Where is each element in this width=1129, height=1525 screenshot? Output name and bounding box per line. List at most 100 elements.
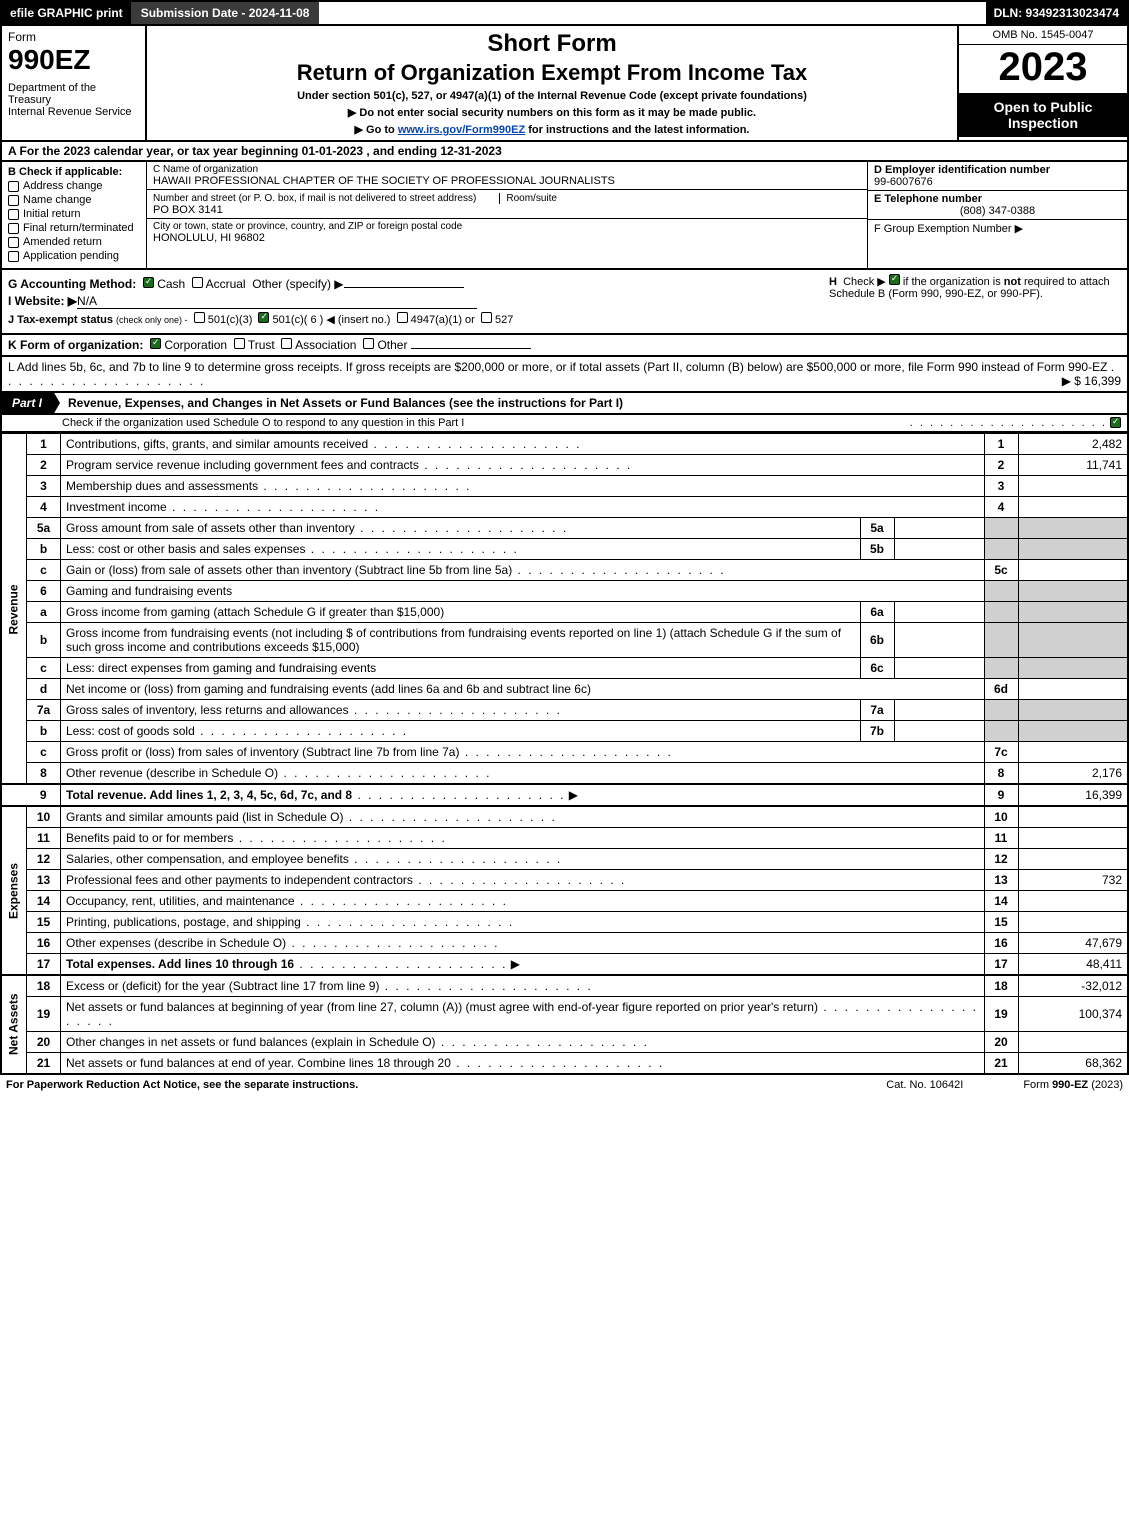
part1-header: Part I Revenue, Expenses, and Changes in… — [0, 393, 1129, 415]
shade-cell — [984, 539, 1018, 560]
col-b-checkboxes: B Check if applicable: Address change Na… — [2, 162, 147, 268]
line-value — [1018, 476, 1128, 497]
line-num: 12 — [27, 849, 61, 870]
line-num: 9 — [27, 784, 61, 806]
row-a-calendar-year: A For the 2023 calendar year, or tax yea… — [0, 142, 1129, 162]
shade-cell — [984, 658, 1018, 679]
cash-checkbox-icon[interactable] — [143, 277, 154, 288]
mid-num: 5a — [860, 518, 894, 539]
line-desc: Gross amount from sale of assets other t… — [61, 518, 861, 539]
table-row: 3Membership dues and assessments3 — [1, 476, 1128, 497]
other-org-label: Other — [377, 338, 407, 352]
irs-link[interactable]: www.irs.gov/Form990EZ — [398, 124, 525, 136]
org-name-label: C Name of organization — [153, 164, 861, 175]
527-checkbox-icon[interactable] — [481, 312, 492, 323]
cb-name-change[interactable]: Name change — [8, 194, 140, 206]
line-num: 1 — [27, 434, 61, 455]
city-value: HONOLULU, HI 96802 — [153, 232, 861, 244]
part1-sub: Check if the organization used Schedule … — [0, 415, 1129, 433]
line-desc: Grants and similar amounts paid (list in… — [61, 806, 985, 828]
part1-tag: Part I — [2, 393, 60, 413]
subtitle-goto: ▶ Go to www.irs.gov/Form990EZ for instru… — [155, 123, 949, 136]
line-rnum: 2 — [984, 455, 1018, 476]
trust-label: Trust — [248, 338, 275, 352]
cb-final-return[interactable]: Final return/terminated — [8, 222, 140, 234]
form-word: Form — [8, 30, 139, 44]
trust-checkbox-icon[interactable] — [234, 338, 245, 349]
phone-cell: E Telephone number (808) 347-0388 — [868, 191, 1127, 220]
line-value — [1018, 560, 1128, 581]
501c-checkbox-icon[interactable] — [258, 312, 269, 323]
g-label: G Accounting Method: — [8, 277, 136, 291]
line-desc: Program service revenue including govern… — [61, 455, 985, 476]
ghij-left: G Accounting Method: Cash Accrual Other … — [8, 274, 821, 329]
4947-checkbox-icon[interactable] — [397, 312, 408, 323]
501c3-label: 501(c)(3) — [208, 314, 253, 326]
cb-amended-return[interactable]: Amended return — [8, 236, 140, 248]
mid-val — [894, 623, 984, 658]
checkbox-icon — [8, 195, 19, 206]
assoc-checkbox-icon[interactable] — [281, 338, 292, 349]
line-desc: Occupancy, rent, utilities, and maintena… — [61, 891, 985, 912]
department: Department of the Treasury Internal Reve… — [8, 82, 139, 118]
mid-val — [894, 539, 984, 560]
line-rnum: 18 — [984, 975, 1018, 997]
mid-num: 7a — [860, 700, 894, 721]
mid-num: 7b — [860, 721, 894, 742]
shade-cell — [1018, 539, 1128, 560]
h-prefix: H Check ▶ — [829, 276, 889, 288]
line-rnum: 4 — [984, 497, 1018, 518]
schedule-o-checkbox-icon[interactable] — [1110, 417, 1121, 428]
cb-label: Address change — [23, 180, 103, 192]
line-value — [1018, 828, 1128, 849]
mid-num: 5b — [860, 539, 894, 560]
table-row: cLess: direct expenses from gaming and f… — [1, 658, 1128, 679]
table-row: 7aGross sales of inventory, less returns… — [1, 700, 1128, 721]
line-num: 5a — [27, 518, 61, 539]
accrual-checkbox-icon[interactable] — [192, 277, 203, 288]
shade-cell — [984, 518, 1018, 539]
page-footer: For Paperwork Reduction Act Notice, see … — [0, 1075, 1129, 1095]
k-label: K Form of organization: — [8, 338, 143, 352]
bcdef-block: B Check if applicable: Address change Na… — [0, 162, 1129, 270]
line-desc: Printing, publications, postage, and shi… — [61, 912, 985, 933]
cb-label: Final return/terminated — [23, 222, 134, 234]
line-value: 48,411 — [1018, 954, 1128, 976]
org-name-value: HAWAII PROFESSIONAL CHAPTER OF THE SOCIE… — [153, 175, 861, 187]
shade-cell — [984, 602, 1018, 623]
line-num: a — [27, 602, 61, 623]
line-desc: Membership dues and assessments — [61, 476, 985, 497]
l-amount: ▶ $ 16,399 — [1062, 374, 1121, 388]
cb-address-change[interactable]: Address change — [8, 180, 140, 192]
shade-cell — [1018, 700, 1128, 721]
top-bar: efile GRAPHIC print Submission Date - 20… — [0, 0, 1129, 26]
header-left: Form 990EZ Department of the Treasury In… — [2, 26, 147, 140]
cb-initial-return[interactable]: Initial return — [8, 208, 140, 220]
l-text: L Add lines 5b, 6c, and 7b to line 9 to … — [8, 360, 1107, 374]
h-checkbox-icon[interactable] — [889, 274, 900, 285]
line-desc: Total revenue. Add lines 1, 2, 3, 4, 5c,… — [61, 784, 985, 806]
other-specify-line — [344, 287, 464, 288]
checkbox-icon — [8, 223, 19, 234]
line-rnum: 11 — [984, 828, 1018, 849]
cb-application-pending[interactable]: Application pending — [8, 250, 140, 262]
footer-left: For Paperwork Reduction Act Notice, see … — [6, 1079, 826, 1091]
street-label: Number and street (or P. O. box, if mail… — [153, 193, 476, 204]
line-num: b — [27, 539, 61, 560]
part1-title: Revenue, Expenses, and Changes in Net As… — [60, 396, 1127, 410]
line-desc: Net assets or fund balances at beginning… — [61, 997, 985, 1032]
501c3-checkbox-icon[interactable] — [194, 312, 205, 323]
line-num: b — [27, 623, 61, 658]
line-num: 6 — [27, 581, 61, 602]
cb-label: Initial return — [23, 208, 80, 220]
line-desc: Net assets or fund balances at end of ye… — [61, 1053, 985, 1075]
mid-num: 6a — [860, 602, 894, 623]
corp-checkbox-icon[interactable] — [150, 338, 161, 349]
empty-side — [1, 784, 27, 806]
group-exemption-label: F Group Exemption Number ▶ — [874, 222, 1121, 235]
header-middle: Short Form Return of Organization Exempt… — [147, 26, 957, 140]
other-org-checkbox-icon[interactable] — [363, 338, 374, 349]
room-suite-label: Room/suite — [499, 193, 557, 204]
line-rnum: 16 — [984, 933, 1018, 954]
form-header: Form 990EZ Department of the Treasury In… — [0, 26, 1129, 142]
